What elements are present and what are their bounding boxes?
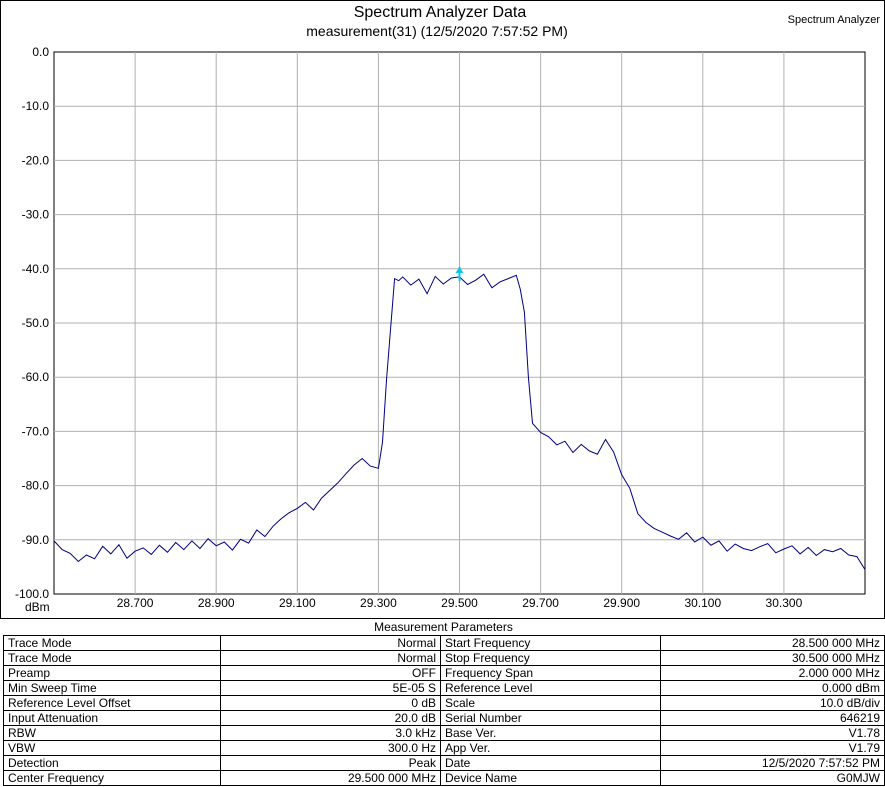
param-label: Frequency Span [440, 665, 661, 681]
y-tick-label: -90.0 [22, 533, 50, 547]
param-value: 0.000 dBm [660, 680, 885, 696]
table-row: RBW 3.0 kHz Base Ver. V1.78 [3, 725, 885, 741]
y-tick-label: -50.0 [22, 316, 50, 330]
x-tick-label: 29.700 [522, 596, 559, 610]
table-row: Trace Mode Normal Start Frequency 28.500 00… [3, 635, 885, 651]
table-row: Min Sweep Time 5E-05 S Reference Level 0.00… [3, 680, 885, 696]
param-value: 28.500 000 MHz [660, 635, 885, 651]
param-label: Device Name [440, 770, 661, 786]
param-value: Peak [220, 755, 441, 771]
param-label: App Ver. [440, 740, 661, 756]
param-label: VBW [3, 740, 221, 756]
param-value: G0MJW [660, 770, 885, 786]
param-label: Center Frequency [3, 770, 221, 786]
y-tick-label: -80.0 [22, 479, 50, 493]
y-tick-label: -30.0 [22, 208, 50, 222]
table-row: Detection Peak Date 12/5/2020 7:57:52 PM [3, 755, 885, 771]
param-label: Reference Level [440, 680, 661, 696]
param-label: Trace Mode [3, 635, 221, 651]
param-value: 5E-05 S [220, 680, 441, 696]
y-tick-labels: 0.0 -10.0 -20.0 -30.0 -40.0 -50.0 -60.0 -70.0 -8… [15, 45, 49, 601]
y-tick-label: -10.0 [22, 99, 50, 113]
y-tick-label: 0.0 [32, 45, 49, 59]
table-row: Trace Mode Normal Stop Frequency 30.500 000… [3, 650, 885, 666]
x-tick-labels: 28.700 28.900 29.100 29.300 29.500 29.700 29.9… [117, 596, 803, 610]
x-tick-label: 29.500 [441, 596, 478, 610]
param-value: 646219 [660, 710, 885, 726]
y-tick-label: -20.0 [22, 153, 50, 167]
x-tick-label: 29.900 [603, 596, 640, 610]
param-label: Base Ver. [440, 725, 661, 741]
param-value: 20.0 dB [220, 710, 441, 726]
x-tick-label: 29.100 [279, 596, 316, 610]
param-value: 2.000 000 MHz [660, 665, 885, 681]
chart-subtitle: measurement(31) (12/5/2020 7:57:52 PM) [306, 23, 567, 39]
param-label: Detection [3, 755, 221, 771]
param-label: Stop Frequency [440, 650, 661, 666]
param-value: Normal [220, 635, 441, 651]
trace-line [53, 273, 866, 570]
param-label: Preamp [3, 665, 221, 681]
params-title: Measurement Parameters [374, 620, 513, 634]
chart-title: Spectrum Analyzer Data [354, 4, 527, 21]
y-tick-label: -40.0 [22, 262, 50, 276]
params-table: Trace Mode Normal Start Frequency 28.500 00… [3, 635, 885, 786]
param-label: Input Attenuation [3, 710, 221, 726]
param-value: V1.79 [660, 740, 885, 756]
corner-label: Spectrum Analyzer [788, 14, 881, 26]
table-row: Center Frequency 29.500 000 MHz Device Nam… [3, 770, 885, 786]
param-value: V1.78 [660, 725, 885, 741]
measurement-parameters: Measurement Parameters Trace Mode Normal S… [3, 619, 885, 786]
param-value: 3.0 kHz [220, 725, 441, 741]
x-tick-label: 29.300 [360, 596, 397, 610]
param-label: Date [440, 755, 661, 771]
param-label: Scale [440, 695, 661, 711]
x-tick-label: 28.700 [117, 596, 154, 610]
table-row: VBW 300.0 Hz App Ver. V1.79 [3, 740, 885, 756]
param-label: Reference Level Offset [3, 695, 221, 711]
y-tick-label: -100.0 [15, 587, 49, 601]
grid [54, 52, 865, 594]
x-tick-label: 30.100 [684, 596, 721, 610]
param-label: RBW [3, 725, 221, 741]
param-value: OFF [220, 665, 441, 681]
spectrum-chart: Spectrum Analyzer Data measurement(31) (… [0, 0, 885, 619]
y-tick-label: -60.0 [22, 370, 50, 384]
y-axis-unit: dBm [25, 600, 50, 614]
param-value: 300.0 Hz [220, 740, 441, 756]
param-value: 12/5/2020 7:57:52 PM [660, 755, 885, 771]
param-value: 30.500 000 MHz [660, 650, 885, 666]
param-value: 29.500 000 MHz [220, 770, 441, 786]
table-row: Reference Level Offset 0 dB Scale 10.0 dB/d… [3, 695, 885, 711]
param-label: Min Sweep Time [3, 680, 221, 696]
peak-marker [455, 266, 464, 281]
y-tick-label: -70.0 [22, 424, 50, 438]
table-row: Input Attenuation 20.0 dB Serial Number 646… [3, 710, 885, 726]
table-row: Preamp OFF Frequency Span 2.000 000 MHz [3, 665, 885, 681]
param-value: 0 dB [220, 695, 441, 711]
x-tick-label: 28.900 [198, 596, 235, 610]
param-value: 10.0 dB/div [660, 695, 885, 711]
param-label: Trace Mode [3, 650, 221, 666]
param-label: Start Frequency [440, 635, 661, 651]
x-tick-label: 30.300 [766, 596, 803, 610]
param-label: Serial Number [440, 710, 661, 726]
param-value: Normal [220, 650, 441, 666]
